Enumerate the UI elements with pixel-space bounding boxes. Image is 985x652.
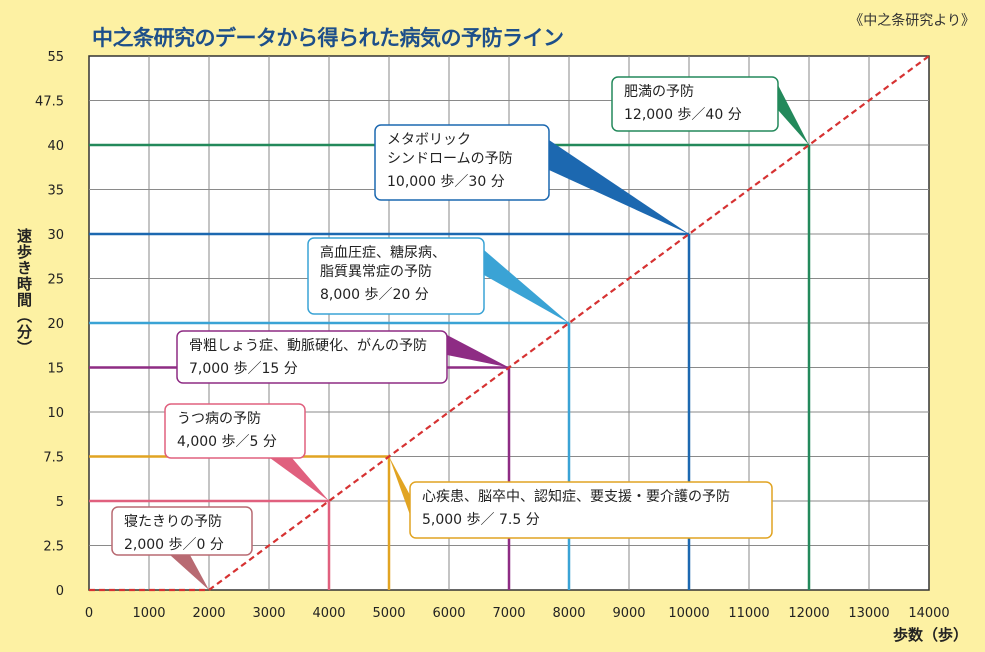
x-tick-label: 13000 bbox=[848, 606, 889, 621]
x-tick-label: 0 bbox=[85, 606, 93, 621]
callout-pointer bbox=[778, 85, 809, 145]
callout-label: メタボリック bbox=[387, 132, 471, 148]
x-tick-label: 4000 bbox=[312, 606, 345, 621]
chart-title: 中之条研究のデータから得られた病気の予防ライン bbox=[92, 26, 564, 50]
y-tick-label: 2.5 bbox=[43, 540, 64, 555]
x-tick-label: 10000 bbox=[668, 606, 709, 621]
y-tick-label: 55 bbox=[47, 50, 64, 65]
callout: 高血圧症、糖尿病、脂質異常症の予防 8,000 歩／20 分 bbox=[307, 237, 569, 323]
callouts: 寝たきりの予防 2,000 歩／0 分 うつ病の予防 4,000 歩／5 分心疾患、脳… bbox=[111, 76, 809, 590]
y-tick-label: 15 bbox=[47, 362, 64, 377]
callout-label: シンドロームの予防 bbox=[387, 151, 513, 167]
x-tick-labels: 0 1000 2000 3000 4000 5000 6000 7000 8000 9000 100… bbox=[85, 606, 950, 621]
x-tick-label: 3000 bbox=[252, 606, 285, 621]
y-axis-label: 速歩き時間（分） bbox=[15, 228, 33, 356]
x-tick-label: 9000 bbox=[612, 606, 645, 621]
callout: 心疾患、脳卒中、認知症、要支援・要介護の予防 5,000 歩／ 7.5 分 bbox=[389, 456, 773, 539]
callout-label: 高血圧症、糖尿病、 bbox=[320, 244, 446, 261]
callout-pointer bbox=[270, 458, 329, 501]
callout-pointer bbox=[549, 140, 689, 234]
callout-box bbox=[374, 124, 550, 201]
callout-box bbox=[409, 481, 773, 539]
x-tick-label: 2000 bbox=[192, 606, 225, 621]
callout-label: うつ病の予防 bbox=[177, 411, 261, 427]
callout-box bbox=[164, 403, 306, 459]
callout-detail: 7,000 歩／15 分 bbox=[189, 361, 298, 377]
callout: 寝たきりの予防 2,000 歩／0 分 bbox=[111, 506, 253, 590]
callout-detail: 2,000 歩／0 分 bbox=[124, 537, 224, 553]
x-tick-label: 11000 bbox=[728, 606, 769, 621]
callout-detail: 12,000 歩／40 分 bbox=[624, 107, 742, 123]
y-tick-label: 35 bbox=[47, 184, 64, 199]
y-tick-label: 0 bbox=[56, 584, 64, 599]
y-tick-label: 25 bbox=[47, 273, 64, 288]
source-note: 《中之条研究より》 bbox=[849, 13, 975, 29]
x-tick-label: 5000 bbox=[372, 606, 405, 621]
x-tick-label: 6000 bbox=[432, 606, 465, 621]
callout-pointer bbox=[484, 250, 569, 323]
callout-box bbox=[111, 506, 253, 556]
callout-label: 寝たきりの予防 bbox=[124, 513, 222, 530]
y-tick-label: 47.5 bbox=[35, 95, 64, 110]
callout-label: 骨粗しょう症、動脈硬化、がんの予防 bbox=[189, 338, 427, 354]
callout-pointer bbox=[389, 456, 410, 515]
x-axis-label: 歩数（歩） bbox=[893, 626, 969, 644]
callout: 骨粗しょう症、動脈硬化、がんの予防 7,000 歩／15 分 bbox=[176, 330, 509, 384]
x-tick-label: 14000 bbox=[908, 606, 949, 621]
x-tick-label: 12000 bbox=[788, 606, 829, 621]
callout-label: 心疾患、脳卒中、認知症、要支援・要介護の予防 bbox=[422, 488, 730, 505]
callout-detail: 8,000 歩／20 分 bbox=[320, 287, 429, 303]
x-tick-label: 1000 bbox=[132, 606, 165, 621]
callout-label: 肥満の予防 bbox=[624, 84, 694, 100]
callout-pointer bbox=[170, 555, 209, 590]
callout-detail: 10,000 歩／30 分 bbox=[387, 174, 505, 190]
callout-pointer bbox=[447, 335, 509, 368]
callout-box bbox=[176, 330, 448, 384]
y-tick-label: 5 bbox=[56, 495, 64, 510]
callout-detail: 4,000 歩／5 分 bbox=[177, 434, 277, 450]
y-tick-label: 10 bbox=[47, 406, 64, 421]
y-tick-label: 20 bbox=[47, 317, 64, 332]
y-tick-labels: 0 2.5 5 7.5 10 15 20 25 30 35 40 47.5 55 bbox=[35, 50, 64, 599]
callout-label: 脂質異常症の予防 bbox=[320, 264, 432, 280]
y-tick-label: 7.5 bbox=[43, 451, 64, 466]
x-tick-label: 7000 bbox=[492, 606, 525, 621]
callout-box bbox=[611, 76, 779, 132]
callout-detail: 5,000 歩／ 7.5 分 bbox=[422, 512, 540, 528]
x-tick-label: 8000 bbox=[552, 606, 585, 621]
callout: うつ病の予防 4,000 歩／5 分 bbox=[164, 403, 329, 501]
callout: 肥満の予防 12,000 歩／40 分 bbox=[611, 76, 809, 145]
y-tick-label: 30 bbox=[47, 228, 64, 243]
callout-box bbox=[307, 237, 485, 315]
y-tick-label: 40 bbox=[47, 139, 64, 154]
